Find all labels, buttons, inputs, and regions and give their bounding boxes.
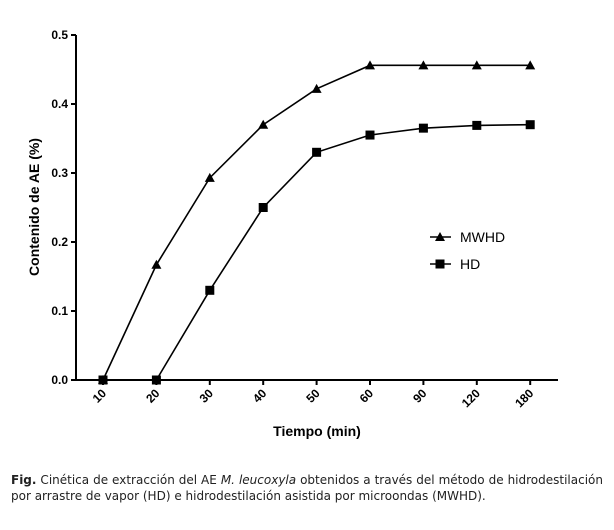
- series-line-mwhd: [102, 64, 531, 381]
- y-tick-label: 0.0: [51, 373, 68, 387]
- data-point-hd: [472, 120, 482, 130]
- x-tick-label: 180: [512, 386, 536, 410]
- data-point-hd: [365, 130, 375, 140]
- data-point-hd: [98, 375, 108, 385]
- caption-label: Fig.: [11, 473, 37, 487]
- x-tick-label: 20: [143, 386, 163, 406]
- x-tick-label: 40: [250, 386, 270, 406]
- data-point-hd: [151, 375, 161, 385]
- extraction-kinetics-chart: 0.0 0.1 0.2 0.3 0.4 0.5 10 20 30 40 50 60 90 120 180 Ti…: [26, 28, 558, 439]
- x-tick-label: 30: [197, 386, 217, 406]
- x-axis-label: Tiempo (min): [273, 423, 361, 439]
- y-tick-label: 0.5: [51, 28, 68, 42]
- data-point-mwhd: [525, 60, 536, 70]
- legend-marker-mwhd: [435, 232, 445, 241]
- y-tick-label: 0.2: [51, 235, 68, 249]
- x-tick-label: 120: [459, 386, 483, 410]
- y-tick-label: 0.1: [51, 304, 68, 318]
- caption-text-after: obtenidos a través del método de hidrode…: [11, 473, 603, 503]
- data-point-hd: [205, 285, 215, 295]
- figure-caption: Fig. Cinética de extracción del AE M. le…: [11, 472, 603, 504]
- data-point-mwhd: [204, 172, 215, 182]
- series-line-hd: [103, 123, 531, 381]
- data-point-mwhd: [311, 83, 322, 93]
- data-point-mwhd: [365, 60, 375, 70]
- caption-text-before: Cinética de extracción del AE: [36, 473, 221, 487]
- data-point-mwhd: [151, 259, 162, 269]
- caption-species: M. leucoxyla: [220, 473, 297, 487]
- legend-label-mwhd: MWHD: [460, 229, 505, 245]
- x-tick-label: 10: [90, 386, 110, 406]
- data-point-mwhd: [418, 60, 429, 70]
- data-point-hd: [258, 203, 268, 212]
- data-point-mwhd: [258, 119, 269, 129]
- y-tick-label: 0.4: [51, 97, 68, 111]
- legend-label-hd: HD: [460, 256, 480, 272]
- data-point-hd: [312, 147, 322, 157]
- y-axis-label: Contenido de AE (%): [26, 138, 42, 276]
- x-tick-label: 50: [303, 386, 323, 406]
- data-point-mwhd: [471, 60, 482, 70]
- x-tick-label: 60: [357, 386, 377, 406]
- y-tick-label: 0.3: [51, 166, 68, 180]
- data-point-hd: [418, 123, 428, 133]
- x-tick-label: 90: [410, 386, 430, 406]
- data-point-hd: [525, 120, 535, 130]
- legend-marker-hd: [435, 259, 445, 269]
